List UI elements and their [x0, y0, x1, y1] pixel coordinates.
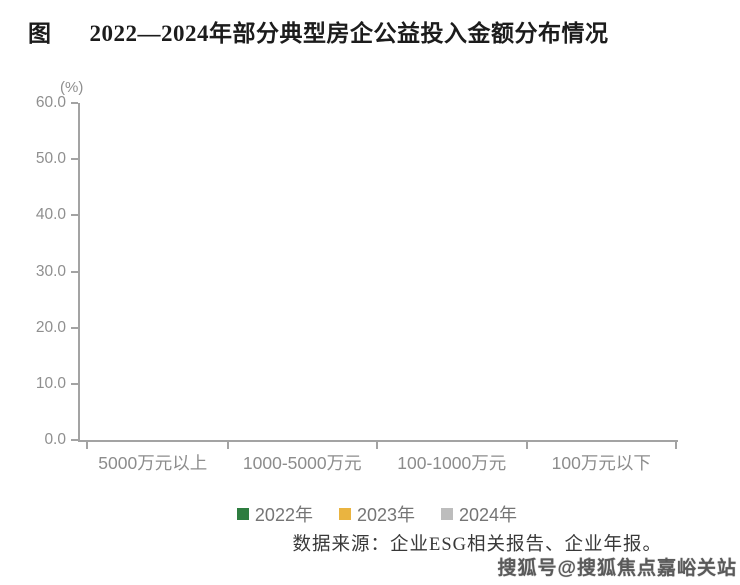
y-tick-mark — [71, 102, 78, 104]
x-axis-category-label: 100-1000万元 — [397, 453, 507, 473]
x-tick-mark — [376, 442, 378, 449]
bars-container — [80, 103, 678, 440]
legend-item: 2023年 — [338, 501, 416, 527]
y-tick-label: 30.0 — [35, 262, 66, 280]
y-tick-mark — [71, 382, 78, 385]
x-axis-category-label: 100万元以下 — [551, 453, 651, 473]
x-axis-category-label: 5000万元以上 — [98, 453, 208, 473]
y-tick-label: 0.0 — [44, 431, 66, 448]
legend-label: 2022年 — [254, 505, 313, 525]
plot-area — [78, 103, 678, 442]
source-note: 数据来源：企业ESG相关报告、企业年报。 — [292, 535, 662, 555]
y-tick-mark — [71, 326, 78, 329]
legend-swatch-icon — [338, 508, 351, 520]
legend-swatch-icon — [441, 508, 454, 520]
chart-legend: 2022年 2023年 2024年 — [78, 501, 676, 527]
x-axis-labels: 5000万元以上 1000-5000万元 100-1000万元 100万元以下 — [78, 450, 676, 475]
y-tick-label: 10.0 — [35, 374, 66, 392]
x-axis-category-label: 1000-5000万元 — [242, 453, 362, 473]
x-tick-mark — [675, 442, 677, 449]
legend-item: 2024年 — [441, 501, 517, 527]
y-tick-label: 40.0 — [35, 206, 66, 224]
y-tick-label: 50.0 — [35, 150, 66, 168]
y-tick-mark — [71, 439, 78, 441]
figure-label: 图 — [28, 21, 52, 46]
y-tick-mark — [71, 270, 78, 273]
chart-title: 2022—2024年部分典型房企公益投入金额分布情况 — [89, 21, 609, 46]
y-tick-mark — [71, 158, 78, 161]
legend-item: 2022年 — [236, 501, 313, 527]
y-axis-unit-label: (%) — [60, 79, 84, 96]
figure-header: 图 2022—2024年部分典型房企公益投入金额分布情况 — [28, 14, 609, 48]
legend-label: 2024年 — [459, 505, 518, 525]
y-tick-mark — [71, 214, 78, 217]
legend-label: 2023年 — [356, 505, 416, 525]
y-tick-label: 60.0 — [35, 94, 66, 111]
x-tick-mark — [85, 442, 88, 449]
watermark: 搜狐号@搜狐焦点嘉峪关站 — [497, 558, 737, 579]
x-tick-mark — [525, 442, 528, 449]
legend-swatch-icon — [236, 508, 249, 520]
x-tick-mark — [226, 442, 229, 449]
y-tick-label: 20.0 — [35, 318, 66, 336]
